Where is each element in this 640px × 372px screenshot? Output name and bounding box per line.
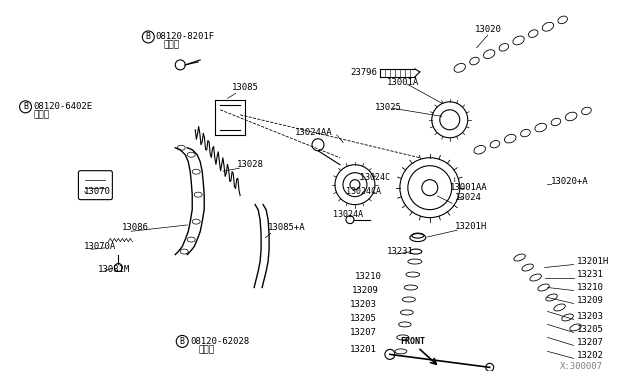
Text: 13203: 13203 <box>350 300 377 309</box>
Text: 13201H: 13201H <box>455 222 487 231</box>
Text: 13070: 13070 <box>83 187 110 196</box>
Text: 13205: 13205 <box>350 314 377 323</box>
Text: 13231: 13231 <box>387 247 413 256</box>
Text: 13001AA: 13001AA <box>450 183 488 192</box>
Text: 13028: 13028 <box>237 160 264 169</box>
Text: 13201H: 13201H <box>577 257 609 266</box>
Text: （２）: （２） <box>33 110 50 119</box>
Text: 13207: 13207 <box>577 338 604 347</box>
Text: 08120-6402E: 08120-6402E <box>33 102 93 111</box>
Text: 13024A: 13024A <box>333 210 363 219</box>
Text: （２）: （２） <box>163 41 179 49</box>
Text: B: B <box>146 32 151 41</box>
Text: 13086: 13086 <box>122 223 149 232</box>
Text: 13210: 13210 <box>355 272 382 281</box>
Text: （２）: （２） <box>198 345 214 354</box>
Text: X:300007: X:300007 <box>559 362 603 371</box>
Text: 13024AA: 13024AA <box>295 128 333 137</box>
Text: 13024: 13024 <box>455 193 482 202</box>
Text: 13085+A: 13085+A <box>268 223 306 232</box>
Text: 13070A: 13070A <box>83 242 116 251</box>
Text: 13209: 13209 <box>577 296 604 305</box>
Text: 13020: 13020 <box>475 25 502 35</box>
Text: 13209: 13209 <box>352 286 379 295</box>
Text: 13207: 13207 <box>350 328 377 337</box>
Text: 13085: 13085 <box>232 83 259 92</box>
Text: 13231: 13231 <box>577 270 604 279</box>
Text: 13081M: 13081M <box>97 265 130 274</box>
Text: 13020+A: 13020+A <box>550 177 588 186</box>
Text: 13201: 13201 <box>350 345 377 354</box>
Text: 13203: 13203 <box>577 312 604 321</box>
Text: 13202: 13202 <box>577 351 604 360</box>
Text: 13025: 13025 <box>375 103 402 112</box>
Text: 13024C: 13024C <box>360 173 390 182</box>
Text: B: B <box>180 337 185 346</box>
FancyBboxPatch shape <box>79 171 113 200</box>
Text: B: B <box>23 102 28 111</box>
Text: 13210: 13210 <box>577 283 604 292</box>
Text: 08120-62028: 08120-62028 <box>190 337 250 346</box>
Text: FRONT: FRONT <box>400 337 425 346</box>
Text: 08120-8201F: 08120-8201F <box>156 32 214 41</box>
Text: 13024CA: 13024CA <box>346 187 381 196</box>
Text: 13205: 13205 <box>577 325 604 334</box>
Text: 23796: 23796 <box>350 68 377 77</box>
Text: 13001A: 13001A <box>387 78 419 87</box>
